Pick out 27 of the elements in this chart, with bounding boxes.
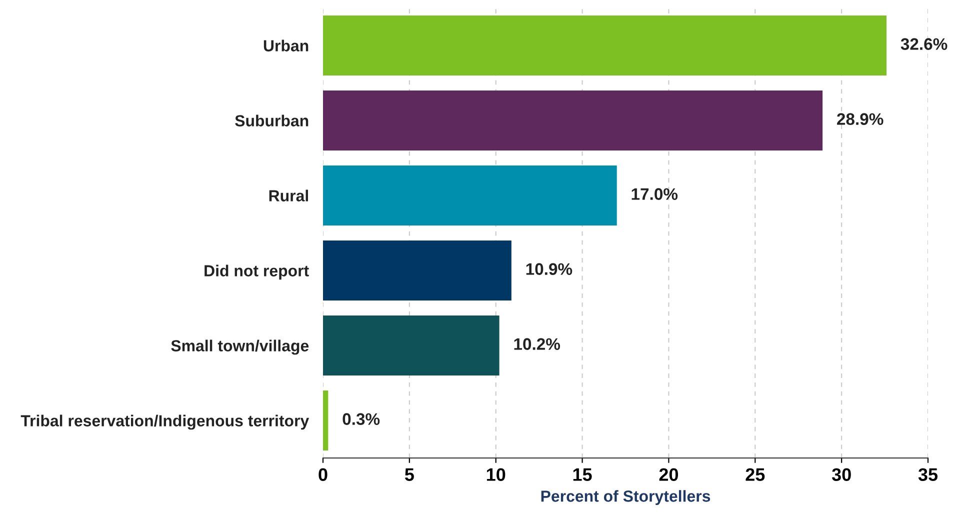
x-tick-label: 0 — [318, 468, 328, 481]
y-tick-label: Did not report — [204, 264, 309, 280]
data-label: 10.9% — [526, 263, 572, 275]
x-tick-label: 10 — [486, 468, 506, 481]
data-label: 10.2% — [514, 338, 560, 350]
bar — [323, 316, 500, 376]
bar — [323, 166, 617, 226]
bar — [323, 240, 512, 300]
data-label: 32.6% — [900, 38, 948, 50]
x-axis-title: Percent of Storytellers — [541, 490, 710, 505]
bar — [323, 16, 887, 76]
data-label: 0.3% — [342, 413, 380, 425]
y-tick-label: Rural — [269, 190, 308, 202]
bar — [323, 390, 328, 450]
x-tick-label: 30 — [832, 468, 851, 482]
data-label: 17.0% — [632, 188, 678, 200]
x-tick-label: 35 — [918, 468, 938, 482]
bar — [323, 90, 823, 150]
x-tick-label: 15 — [573, 468, 592, 481]
x-tick-label: 5 — [404, 468, 414, 481]
x-tick-label: 25 — [746, 468, 765, 481]
y-tick-label: Urban — [264, 40, 308, 52]
data-label: 28.9% — [837, 113, 884, 125]
y-tick-label: Suburban — [235, 114, 308, 126]
y-tick-label: Tribal reservation/Indigenous territory — [20, 414, 310, 430]
x-tick-label: 20 — [659, 468, 678, 481]
y-tick-label: Small town/village — [171, 340, 309, 355]
